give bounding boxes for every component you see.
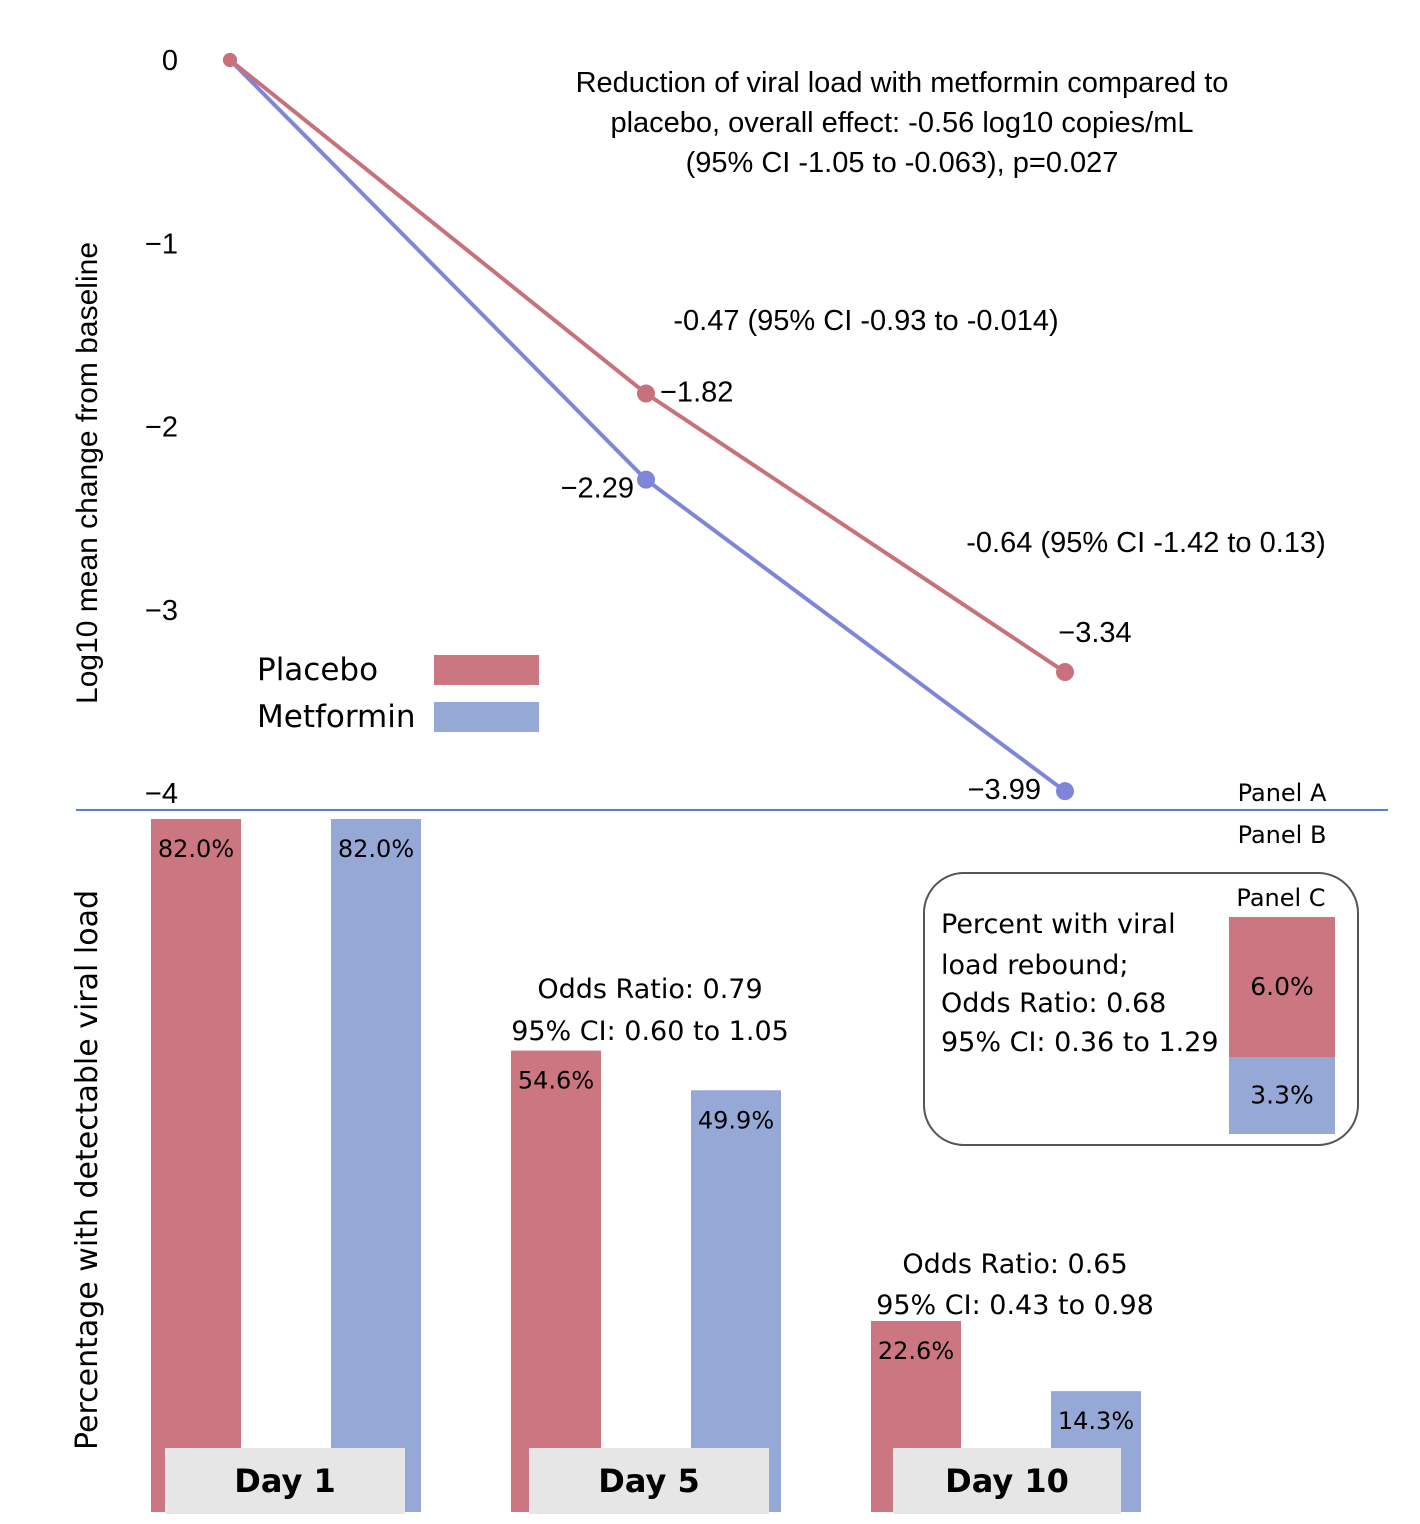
overall-effect-line-2: placebo, overall effect: -0.56 log10 cop… <box>610 107 1193 139</box>
category-box-day-5 <box>529 1448 769 1514</box>
overall-effect-line-1: Reduction of viral load with metformin c… <box>576 67 1229 99</box>
metformin-value-label: −2.29 <box>561 473 634 505</box>
panel-a-legend: Placebo Metformin <box>257 652 539 735</box>
panel-b-label: Panel B <box>1238 821 1327 849</box>
metformin-bar-value-label: 82.0% <box>338 835 414 863</box>
y-tick-label: −1 <box>145 228 178 260</box>
panel-c-text-line-2: load rebound; <box>941 950 1129 981</box>
placebo-bar-value-label: 22.6% <box>878 1337 954 1365</box>
metformin-bar-value-label: 14.3% <box>1058 1407 1134 1435</box>
legend-metformin-label: Metformin <box>257 699 416 735</box>
panel-a-label: Panel A <box>1238 779 1327 807</box>
day5-confidence-interval: 95% CI: 0.60 to 1.05 <box>511 1016 789 1047</box>
panel-b-y-axis-label: Percentage with detectable viral load <box>70 890 105 1450</box>
panel-a-y-axis-label: Log10 mean change from baseline <box>71 242 104 704</box>
metformin-point <box>1056 782 1074 801</box>
metformin-bar-value-label: 49.9% <box>698 1106 774 1134</box>
legend-metformin-swatch <box>434 702 539 732</box>
legend-placebo-label: Placebo <box>257 652 378 688</box>
metformin-value-label: −3.99 <box>968 774 1041 806</box>
y-tick-label: −4 <box>145 778 178 810</box>
day5-odds-ratio: Odds Ratio: 0.79 <box>537 974 762 1005</box>
panel-c-label: Panel C <box>1236 884 1325 912</box>
metformin-point <box>637 470 655 489</box>
metformin-bar <box>331 819 421 1512</box>
placebo-bar <box>511 1050 601 1512</box>
legend-placebo-swatch <box>434 655 539 685</box>
placebo-point <box>637 384 655 403</box>
metformin-bar <box>691 1090 781 1512</box>
panel-c-text-line-3: Odds Ratio: 0.68 <box>941 988 1166 1019</box>
category-label-day-10: Day 10 <box>945 1462 1069 1500</box>
metformin-rebound-segment <box>1229 1057 1335 1134</box>
panel-a-line-chart: Log10 mean change from baseline 0 −1 −2 −3 −… <box>71 45 1326 810</box>
placebo-bar-value-label: 54.6% <box>518 1067 594 1095</box>
placebo-point <box>1056 663 1074 682</box>
metformin-rebound-label: 3.3% <box>1250 1081 1314 1110</box>
day5-effect-annotation: -0.47 (95% CI -0.93 to -0.014) <box>673 305 1058 337</box>
y-tick-label: −2 <box>145 412 178 444</box>
placebo-bar <box>151 819 241 1512</box>
day10-effect-annotation: -0.64 (95% CI -1.42 to 0.13) <box>966 527 1325 559</box>
panel-a-point-labels: −1.82 −3.34 −2.29 −3.99 <box>561 377 1132 807</box>
placebo-rebound-segment <box>1229 917 1335 1057</box>
overall-effect-line-3: (95% CI -1.05 to -0.063), p=0.027 <box>686 147 1119 179</box>
category-label-day-5: Day 5 <box>598 1462 699 1500</box>
category-box-day-10 <box>893 1448 1121 1514</box>
category-box-day-1 <box>165 1448 405 1514</box>
panel-c-text-line-4: 95% CI: 0.36 to 1.29 <box>941 1027 1219 1058</box>
panel-c-text-line-1: Percent with viral <box>941 909 1176 940</box>
placebo-bar-value-label: 82.0% <box>158 835 234 863</box>
y-tick-label: 0 <box>162 45 178 77</box>
panel-c-inset: Panel C Percent with viral load rebound;… <box>923 872 1359 1146</box>
day10-confidence-interval: 95% CI: 0.43 to 0.98 <box>876 1290 1154 1321</box>
day10-odds-ratio: Odds Ratio: 0.65 <box>902 1249 1127 1280</box>
placebo-value-label: −3.34 <box>1058 617 1131 649</box>
placebo-value-label: −1.82 <box>660 377 733 409</box>
panel-b-bar-chart: Percentage with detectable viral load 82… <box>70 819 1154 1514</box>
placebo-rebound-label: 6.0% <box>1250 972 1314 1001</box>
category-label-day-1: Day 1 <box>234 1462 335 1500</box>
placebo-point <box>223 53 237 67</box>
panel-a-y-ticks: 0 −1 −2 −3 −4 <box>145 45 178 810</box>
panel-a-series <box>223 53 1074 801</box>
y-tick-label: −3 <box>145 595 178 627</box>
panel-c-stacked-bar: 6.0% 3.3% <box>1229 917 1335 1134</box>
